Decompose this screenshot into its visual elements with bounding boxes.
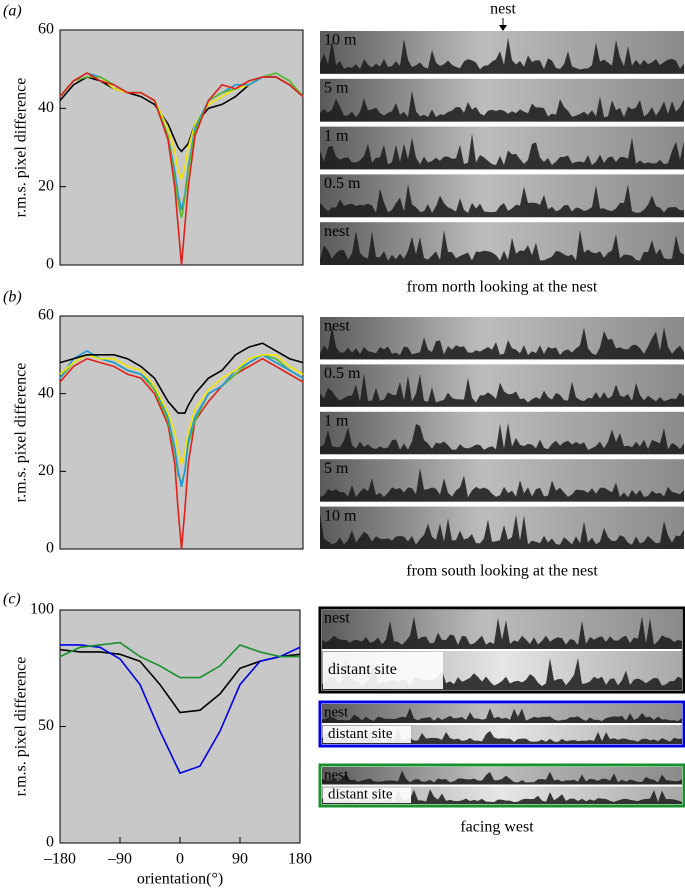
- tree-silhouette: [320, 468, 684, 502]
- image-label: nest: [324, 704, 349, 720]
- y-tick-label: 50: [38, 717, 54, 734]
- image-label: nest: [324, 318, 350, 335]
- image-label: 5 m: [324, 460, 349, 477]
- y-tick-label: 60: [38, 21, 54, 38]
- tree-silhouette: [320, 184, 684, 218]
- data-line: [59, 357, 304, 550]
- tree-silhouette: [322, 707, 682, 723]
- data-line: [59, 342, 304, 414]
- data-line: [59, 350, 304, 488]
- caption: from south looking at the nest: [406, 563, 598, 580]
- image-label: nest: [324, 610, 350, 627]
- x-axis-label: orientation(°): [137, 871, 223, 888]
- tree-silhouette: [320, 422, 684, 455]
- y-tick-label: 40: [38, 99, 54, 116]
- image-label: 1 m: [324, 127, 349, 144]
- label-bg: [323, 652, 443, 689]
- tree-silhouette: [322, 789, 682, 804]
- y-tick-label: 60: [38, 307, 54, 324]
- tree-silhouette: [320, 37, 684, 74]
- tree-silhouette: [320, 513, 684, 549]
- y-tick-label: 0: [46, 540, 54, 557]
- data-line: [59, 72, 304, 266]
- y-tick-label: 20: [38, 462, 54, 479]
- tree-silhouette: [320, 373, 684, 407]
- plot-area: [59, 315, 304, 550]
- image-frame: [318, 763, 685, 808]
- y-tick-label: 0: [46, 834, 54, 851]
- panel-label: (b): [3, 289, 22, 306]
- annotation: nest: [490, 1, 516, 18]
- y-tick-label: 20: [38, 177, 54, 194]
- data-line: [59, 641, 300, 679]
- y-axis-label: r.m.s. pixel difference: [13, 78, 30, 218]
- x-tick-label: 90: [232, 851, 248, 868]
- tree-silhouette: [322, 770, 682, 785]
- label-bg: [323, 787, 411, 803]
- image-label: 5 m: [324, 79, 349, 96]
- image-label: distant site: [328, 726, 393, 742]
- image-label: distant site: [328, 787, 393, 803]
- plot-area: [59, 29, 304, 266]
- data-line: [59, 353, 304, 467]
- x-tick-label: –90: [107, 851, 132, 868]
- y-tick-label: 0: [46, 256, 54, 273]
- tree-silhouette: [320, 90, 684, 122]
- x-tick-label: 0: [176, 851, 184, 868]
- tree-silhouette: [320, 229, 684, 265]
- image-frame: [318, 700, 685, 748]
- image-label: distant site: [328, 661, 397, 678]
- tree-silhouette: [322, 729, 682, 744]
- image-label: 10 m: [324, 507, 357, 524]
- x-tick-label: –180: [43, 851, 76, 868]
- image-label: 10 m: [324, 32, 357, 49]
- data-line: [60, 644, 301, 775]
- y-tick-label: 100: [30, 601, 54, 618]
- tree-silhouette: [320, 133, 684, 170]
- caption: from north looking at the nest: [407, 279, 598, 296]
- arrow-head: [499, 25, 507, 31]
- image-label: 0.5 m: [324, 175, 361, 192]
- x-tick-label: 180: [288, 851, 312, 868]
- image-label: 0.5 m: [324, 365, 361, 382]
- panel-label: (c): [3, 591, 21, 608]
- y-axis-label: r.m.s. pixel difference: [13, 363, 30, 503]
- image-label: nest: [324, 767, 349, 783]
- y-axis-label: r.m.s. pixel difference: [13, 657, 30, 797]
- tree-silhouette: [320, 326, 684, 360]
- image-label: nest: [324, 223, 350, 240]
- label-bg: [323, 726, 411, 743]
- image-label: 1 m: [324, 412, 349, 429]
- y-tick-label: 40: [38, 384, 54, 401]
- panel-label: (a): [3, 3, 22, 20]
- caption: facing west: [460, 819, 534, 836]
- image-frame: [318, 606, 685, 694]
- tree-silhouette: [322, 616, 682, 649]
